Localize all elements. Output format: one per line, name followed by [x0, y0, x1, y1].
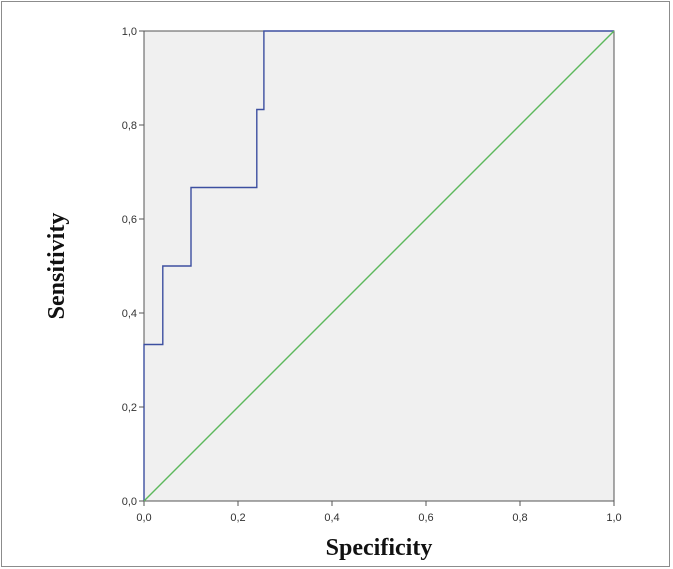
x-tick-label: 0,0 — [136, 512, 151, 524]
y-tick-label: 0,6 — [122, 214, 137, 226]
ticks-layer: 0,0 0,2 0,4 0,6 0,8 1,0 0,0 0,2 0,4 0,6 0,8 1,0 — [122, 26, 622, 524]
x-tick-label: 0,2 — [230, 512, 245, 524]
reference-diagonal-line — [143, 30, 615, 502]
series-layer — [143, 30, 615, 502]
y-tick-label: 0,0 — [122, 496, 137, 508]
x-axis-title: Specificity — [326, 535, 433, 561]
x-tick-label: 1,0 — [606, 512, 621, 524]
x-tick-label: 0,4 — [324, 512, 339, 524]
x-tick-label: 0,8 — [512, 512, 527, 524]
y-tick-label: 1,0 — [122, 26, 137, 38]
y-axis-title: Sensitivity — [44, 213, 70, 320]
y-tick-label: 0,4 — [122, 308, 137, 320]
y-tick-label: 0,8 — [122, 120, 137, 132]
x-tick-label: 0,6 — [418, 512, 433, 524]
roc-curve-line — [143, 30, 614, 501]
y-tick-label: 0,2 — [122, 402, 137, 414]
